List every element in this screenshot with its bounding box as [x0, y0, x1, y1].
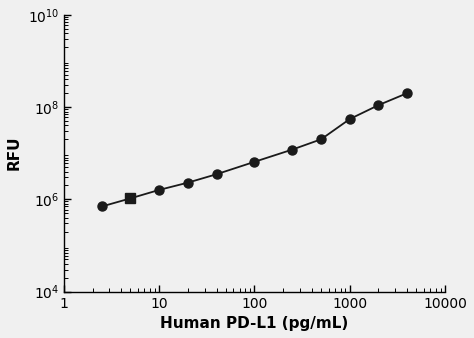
X-axis label: Human PD-L1 (pg/mL): Human PD-L1 (pg/mL) [160, 316, 348, 331]
Y-axis label: RFU: RFU [7, 136, 22, 170]
